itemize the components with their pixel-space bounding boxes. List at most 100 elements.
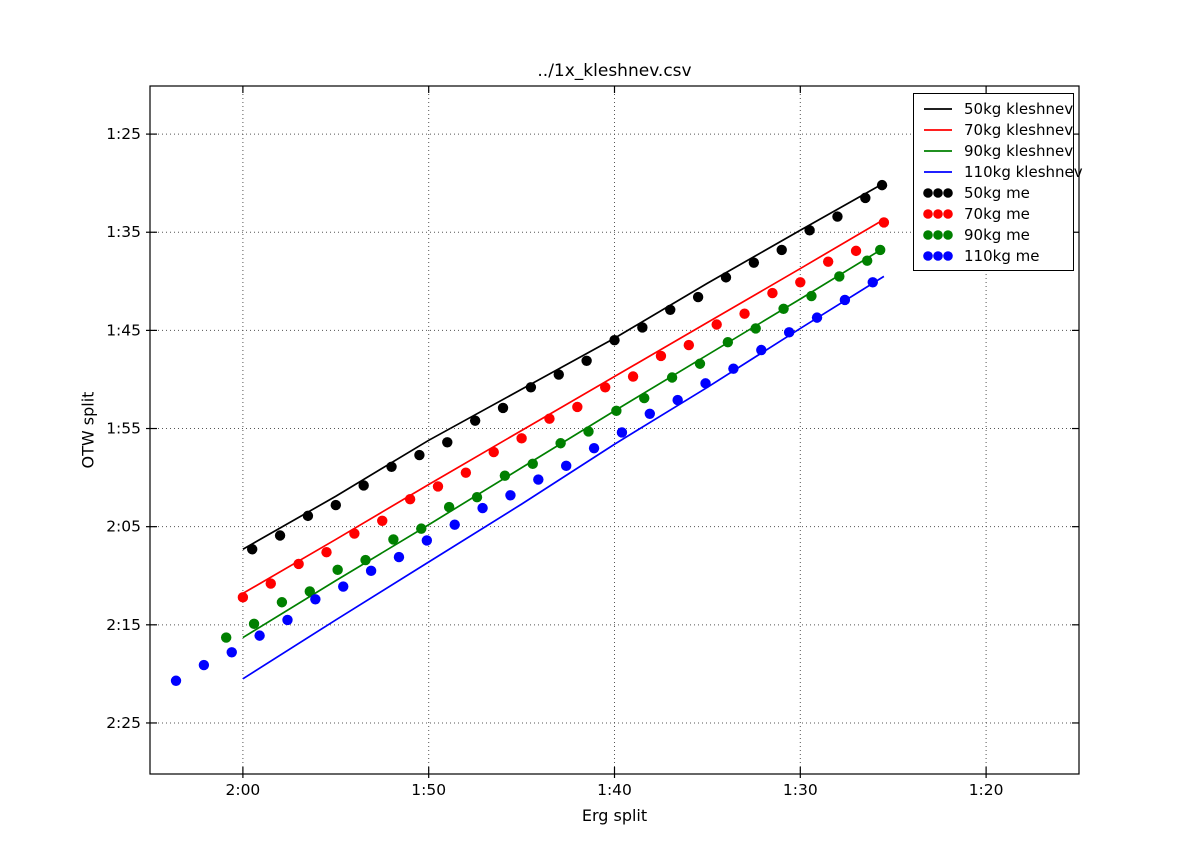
line-series-110kg-kleshnev <box>242 275 885 680</box>
50kg-me-dots-swatch-icon <box>923 187 953 198</box>
data-point <box>600 382 611 393</box>
scatter-series-50kg-me <box>246 179 888 555</box>
x-tick-label: 1:40 <box>597 781 632 799</box>
data-point <box>471 492 483 503</box>
data-point <box>226 647 237 658</box>
data-point <box>804 225 815 236</box>
data-point <box>386 461 397 473</box>
data-point <box>750 323 761 334</box>
data-point <box>588 442 600 454</box>
y-tick-label: 2:15 <box>106 616 141 634</box>
data-point <box>282 614 293 626</box>
data-point <box>627 371 639 382</box>
y-tick-label: 1:25 <box>106 125 141 143</box>
data-point <box>861 255 873 266</box>
data-point <box>637 322 648 333</box>
data-point <box>432 481 444 492</box>
legend-label: 90kg me <box>964 225 1030 244</box>
data-point <box>365 565 377 577</box>
data-point <box>616 427 628 438</box>
legend-item-70kg-me: 70kg me <box>921 203 1073 224</box>
data-point <box>442 437 453 448</box>
data-point <box>874 244 886 256</box>
data-point <box>832 211 843 222</box>
data-point <box>767 287 778 299</box>
data-point <box>505 490 516 501</box>
data-point <box>469 415 481 426</box>
x-axis-label: Erg split <box>581 806 648 825</box>
y-tick-label: 2:25 <box>106 714 141 732</box>
data-point <box>338 581 349 592</box>
data-point <box>639 392 650 404</box>
110kg-kleshnev-line-swatch-icon <box>924 170 952 173</box>
data-point <box>449 519 460 530</box>
legend-label: 50kg me <box>964 183 1030 202</box>
data-point <box>516 433 527 444</box>
data-point <box>360 554 371 566</box>
data-point <box>722 336 734 348</box>
data-point <box>414 449 425 461</box>
scatter-series-110kg-me <box>170 277 878 686</box>
legend: 50kg kleshnev 70kg kleshnev 90kg kleshnev 1… <box>913 93 1083 271</box>
data-point <box>499 470 511 481</box>
data-point <box>525 382 537 393</box>
data-point <box>421 535 433 546</box>
110kg-me-dots-swatch-icon <box>923 250 953 261</box>
90kg-kleshnev-line-swatch-icon <box>924 149 952 152</box>
legend-label: 110kg me <box>964 246 1040 265</box>
data-point <box>778 303 789 314</box>
data-point <box>349 528 360 539</box>
x-tick-label: 1:20 <box>969 781 1004 799</box>
data-point <box>553 369 564 380</box>
data-point <box>867 277 878 288</box>
data-point <box>393 551 405 563</box>
data-point <box>839 294 851 306</box>
data-point <box>666 372 678 383</box>
data-point <box>581 355 592 367</box>
y-axis-label: OTW split <box>78 391 98 469</box>
data-point <box>477 502 488 514</box>
data-point <box>720 272 732 283</box>
scatter-series-70kg-me <box>237 217 890 603</box>
data-point <box>276 597 288 608</box>
legend-item-90kg-me: 90kg me <box>921 224 1073 245</box>
data-point <box>850 245 862 257</box>
y-tick-label: 1:35 <box>106 223 141 241</box>
legend-item-50kg-me: 50kg me <box>921 182 1073 203</box>
data-point <box>694 358 706 369</box>
data-point <box>611 405 622 417</box>
50kg-kleshnev-line-swatch-icon <box>924 107 952 110</box>
data-point <box>739 308 750 319</box>
data-point <box>527 458 538 470</box>
data-point <box>293 558 304 570</box>
data-point <box>644 408 656 420</box>
data-point <box>728 363 739 374</box>
data-point <box>560 460 572 472</box>
data-point <box>834 271 845 282</box>
data-point <box>748 257 760 268</box>
data-point <box>655 350 667 362</box>
70kg-me-dots-swatch-icon <box>923 208 953 219</box>
y-tick-label: 1:55 <box>106 420 141 438</box>
chart-title: ../1x_kleshnev.csv <box>537 61 692 81</box>
scatter-series-90kg-me <box>220 244 886 643</box>
data-point <box>572 401 583 413</box>
data-point <box>795 277 806 288</box>
data-point <box>246 544 258 555</box>
data-point <box>254 630 265 641</box>
x-tick-label: 1:50 <box>411 781 446 799</box>
data-point <box>756 344 767 356</box>
data-point <box>330 499 341 511</box>
data-point <box>302 510 314 522</box>
data-point <box>860 192 871 204</box>
data-point <box>822 256 834 267</box>
90kg-me-dots-swatch-icon <box>923 229 953 240</box>
data-point <box>544 413 555 424</box>
data-point <box>806 290 817 302</box>
legend-label: 110kg kleshnev <box>964 162 1083 181</box>
data-point <box>332 564 343 576</box>
data-point <box>377 515 388 526</box>
legend-label: 70kg me <box>964 204 1030 223</box>
